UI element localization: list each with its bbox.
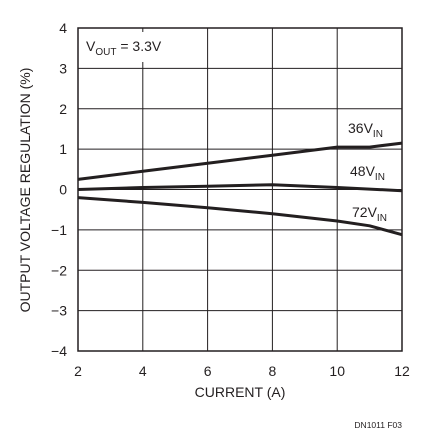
annotation-background (82, 32, 194, 62)
series-label-sub: IN (377, 213, 387, 224)
series-label-2: 72VIN (352, 204, 387, 224)
y-tick-label: −3 (51, 303, 67, 319)
series-line-0 (77, 141, 403, 181)
x-tick-label: 6 (204, 363, 212, 379)
series-label-0: 36VIN (348, 120, 383, 140)
series-lines (77, 141, 403, 237)
series-label-sub: IN (373, 129, 383, 140)
vout-annotation-tail: = 3.3V (116, 38, 161, 54)
x-tick-label: 10 (329, 363, 345, 379)
y-tick-label: 2 (59, 101, 67, 117)
series-line-1 (77, 183, 403, 193)
y-tick-label: 0 (59, 182, 67, 198)
y-tick-label: 3 (59, 60, 67, 76)
x-axis-title: CURRENT (A) (195, 384, 286, 400)
y-tick-label: 4 (59, 20, 67, 36)
series-label-main: 36V (348, 120, 374, 136)
x-tick-label: 2 (74, 363, 82, 379)
y-tick-label: −1 (51, 222, 67, 238)
vout-annotation: VOUT = 3.3V (86, 38, 162, 58)
vout-annotation-sub: OUT (95, 47, 116, 58)
x-tick-label: 8 (269, 363, 277, 379)
y-tick-label: −2 (51, 262, 67, 278)
x-tick-label: 12 (394, 363, 410, 379)
x-tick-label: 4 (139, 363, 147, 379)
series-label-sub: IN (375, 172, 385, 183)
y-tick-labels: 4 3 2 1 0 −1 −2 −3 −4 (51, 20, 67, 359)
series-label-1: 48VIN (350, 163, 385, 183)
grid (78, 28, 402, 351)
y-tick-label: 1 (59, 141, 67, 157)
figure-id: DN1011 F03 (354, 420, 402, 430)
y-tick-label: −4 (51, 343, 67, 359)
series-label-main: 48V (350, 163, 376, 179)
x-tick-labels: 2 4 6 8 10 12 (74, 363, 410, 379)
series-label-main: 72V (352, 204, 378, 220)
series-line-2 (77, 196, 403, 237)
vout-annotation-main: V (86, 38, 96, 54)
y-axis-title: OUTPUT VOLTAGE REGULATION (%) (17, 68, 33, 313)
